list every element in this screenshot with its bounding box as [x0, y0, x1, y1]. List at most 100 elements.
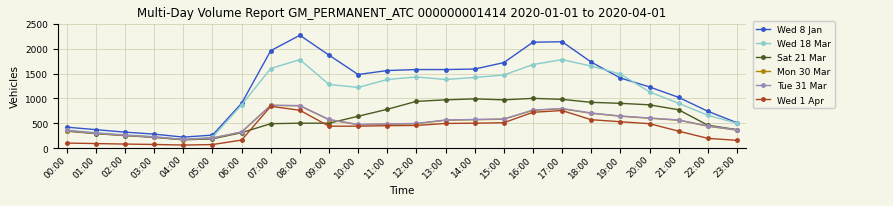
Tue 31 Mar — [382, 123, 393, 126]
Wed 8 Jan — [498, 62, 509, 64]
Tue 31 Mar — [703, 125, 714, 128]
Wed 1 Apr — [178, 144, 188, 147]
Wed 1 Apr — [323, 125, 334, 128]
Wed 1 Apr — [703, 137, 714, 140]
Tue 31 Mar — [644, 117, 655, 120]
Sat 21 Mar — [178, 139, 188, 141]
Tue 31 Mar — [207, 137, 218, 140]
Wed 1 Apr — [207, 144, 218, 146]
Wed 18 Mar — [353, 87, 363, 89]
Wed 18 Mar — [556, 59, 567, 62]
Line: Wed 8 Jan: Wed 8 Jan — [65, 34, 739, 139]
Line: Wed 1 Apr: Wed 1 Apr — [65, 105, 739, 147]
Wed 8 Jan — [673, 97, 684, 99]
Wed 18 Mar — [673, 103, 684, 105]
Tue 31 Mar — [440, 119, 451, 122]
Mon 30 Mar — [411, 123, 421, 125]
Sat 21 Mar — [382, 109, 393, 111]
Line: Wed 18 Mar: Wed 18 Mar — [65, 59, 739, 141]
Sat 21 Mar — [295, 122, 305, 125]
Sat 21 Mar — [323, 122, 334, 125]
Wed 8 Jan — [237, 103, 247, 105]
Wed 8 Jan — [149, 133, 160, 136]
Wed 8 Jan — [382, 70, 393, 73]
Mon 30 Mar — [323, 119, 334, 121]
Mon 30 Mar — [586, 112, 597, 115]
Wed 8 Jan — [470, 68, 480, 71]
Sat 21 Mar — [237, 132, 247, 134]
Wed 8 Jan — [90, 129, 101, 131]
Mon 30 Mar — [440, 119, 451, 122]
Wed 8 Jan — [120, 131, 130, 134]
Sat 21 Mar — [556, 99, 567, 101]
Wed 1 Apr — [673, 130, 684, 133]
Tue 31 Mar — [265, 105, 276, 107]
Wed 1 Apr — [62, 142, 72, 145]
Wed 1 Apr — [353, 125, 363, 128]
Wed 1 Apr — [644, 123, 655, 125]
Tue 31 Mar — [586, 112, 597, 115]
Sat 21 Mar — [703, 124, 714, 127]
Wed 1 Apr — [586, 119, 597, 121]
Wed 18 Mar — [207, 136, 218, 139]
Wed 8 Jan — [178, 136, 188, 139]
Wed 8 Jan — [528, 42, 538, 44]
Sat 21 Mar — [149, 136, 160, 139]
Wed 8 Jan — [615, 77, 626, 80]
Mon 30 Mar — [498, 118, 509, 121]
Wed 1 Apr — [149, 144, 160, 146]
Tue 31 Mar — [178, 139, 188, 141]
Wed 1 Apr — [731, 139, 742, 142]
Sat 21 Mar — [411, 101, 421, 103]
Wed 18 Mar — [62, 129, 72, 132]
Wed 18 Mar — [498, 74, 509, 77]
Wed 18 Mar — [528, 64, 538, 67]
Mon 30 Mar — [62, 130, 72, 132]
Wed 8 Jan — [265, 50, 276, 53]
Wed 18 Mar — [323, 84, 334, 86]
Wed 8 Jan — [323, 55, 334, 57]
Sat 21 Mar — [673, 109, 684, 111]
Tue 31 Mar — [353, 124, 363, 126]
Mon 30 Mar — [265, 105, 276, 107]
Sat 21 Mar — [207, 138, 218, 140]
Wed 1 Apr — [615, 121, 626, 123]
Mon 30 Mar — [644, 117, 655, 120]
Mon 30 Mar — [178, 139, 188, 141]
Wed 18 Mar — [295, 59, 305, 62]
Sat 21 Mar — [470, 98, 480, 101]
Tue 31 Mar — [470, 119, 480, 121]
Sat 21 Mar — [90, 133, 101, 135]
Y-axis label: Vehicles: Vehicles — [10, 65, 20, 108]
Wed 8 Jan — [703, 110, 714, 113]
Mon 30 Mar — [615, 115, 626, 118]
Mon 30 Mar — [353, 124, 363, 126]
Mon 30 Mar — [90, 132, 101, 135]
Sat 21 Mar — [120, 135, 130, 137]
Wed 8 Jan — [411, 69, 421, 71]
Sat 21 Mar — [440, 99, 451, 102]
Mon 30 Mar — [207, 137, 218, 140]
Wed 1 Apr — [237, 139, 247, 142]
Wed 1 Apr — [90, 143, 101, 145]
Mon 30 Mar — [731, 129, 742, 132]
Tue 31 Mar — [62, 130, 72, 132]
Tue 31 Mar — [673, 119, 684, 122]
Wed 1 Apr — [556, 110, 567, 112]
Wed 18 Mar — [265, 68, 276, 70]
Tue 31 Mar — [498, 118, 509, 121]
Mon 30 Mar — [295, 105, 305, 108]
Sat 21 Mar — [586, 102, 597, 104]
Tue 31 Mar — [237, 131, 247, 133]
Line: Tue 31 Mar: Tue 31 Mar — [65, 104, 739, 142]
Wed 1 Apr — [528, 111, 538, 114]
Tue 31 Mar — [615, 115, 626, 118]
Wed 18 Mar — [703, 115, 714, 117]
Wed 8 Jan — [62, 126, 72, 129]
Wed 18 Mar — [178, 138, 188, 141]
Mon 30 Mar — [149, 136, 160, 139]
Wed 18 Mar — [440, 79, 451, 81]
Tue 31 Mar — [528, 109, 538, 112]
Tue 31 Mar — [149, 136, 160, 139]
Tue 31 Mar — [120, 134, 130, 137]
